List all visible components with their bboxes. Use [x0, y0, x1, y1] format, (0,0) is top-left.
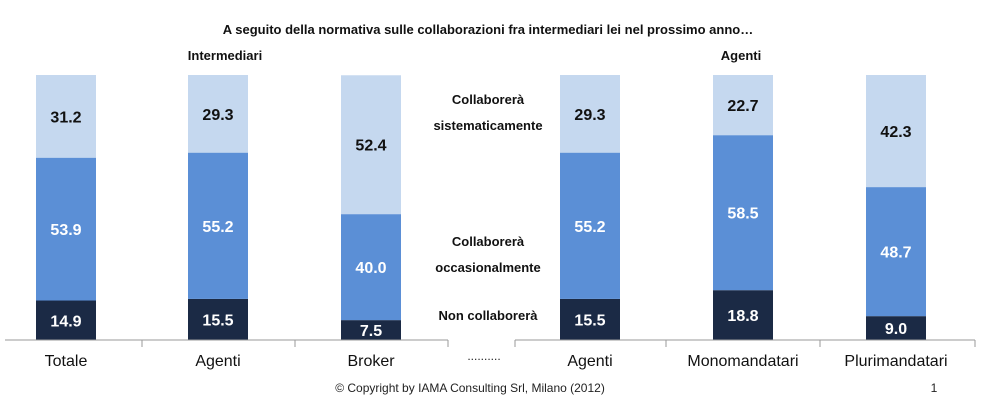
category-label-agenti-2: Agenti: [195, 353, 240, 370]
bar-agenti-2-occasionalmente: [188, 152, 248, 299]
copyright-footer: © Copyright by IAMA Consulting Srl, Mila…: [335, 381, 605, 395]
group-label-intermediari: Intermediari: [188, 48, 262, 63]
bar-monomandatari-5-occasionalmente: [713, 135, 773, 291]
bar-agenti-4-non: [560, 298, 620, 340]
category-label-totale-1: Totale: [45, 353, 88, 370]
data-label-agenti-4-occasionalmente: 55.2: [574, 219, 605, 236]
bar-plurimandatari-6-non: [866, 316, 926, 340]
data-label-broker-3-occasionalmente: 40.0: [355, 260, 386, 277]
bars-layer: 14.9 53.9 31.2 15.5 55.2 29.3 7.5 40.0 52.4 15.5 5…: [36, 75, 926, 340]
category-label-agenti-4: Agenti: [567, 353, 612, 370]
data-label-broker-3-non: 7.5: [360, 323, 382, 340]
axis-separator-dots: ..........: [467, 349, 500, 363]
data-label-monomandatari-5-sistematicamente: 22.7: [727, 98, 758, 115]
data-label-monomandatari-5-non: 18.8: [727, 308, 758, 325]
data-label-agenti-2-sistematicamente: 29.3: [202, 107, 233, 124]
axis-layer: Totale Agenti Broker Agenti Monomandatari Plu…: [5, 339, 976, 370]
data-label-totale-1-occasionalmente: 53.9: [50, 222, 81, 239]
bar-plurimandatari-6-sistematicamente: [866, 75, 926, 188]
legend-sistematicamente-line2: sistematicamente: [433, 118, 542, 133]
data-label-agenti-2-occasionalmente: 55.2: [202, 219, 233, 236]
legend-occasionalmente-line2: occasionalmente: [435, 260, 541, 275]
bar-agenti-2-non: [188, 298, 248, 340]
bar-broker-3-sistematicamente: [341, 75, 401, 215]
legend-occasionalmente-line1: Collaborerà: [452, 234, 525, 249]
data-label-broker-3-sistematicamente: 52.4: [355, 138, 386, 155]
data-label-agenti-2-non: 15.5: [202, 312, 233, 329]
bar-agenti-4-occasionalmente: [560, 152, 620, 299]
bar-agenti-4-sistematicamente: [560, 75, 620, 153]
data-label-monomandatari-5-occasionalmente: 58.5: [727, 206, 758, 223]
bar-totale-1-non: [36, 300, 96, 340]
legend-non-collaborera: Non collaborerà: [439, 308, 539, 323]
data-label-agenti-4-non: 15.5: [574, 312, 605, 329]
bar-broker-3-non: [341, 320, 401, 340]
category-label-monomandatari-5: Monomandatari: [687, 353, 798, 370]
data-label-agenti-4-sistematicamente: 29.3: [574, 107, 605, 124]
bar-monomandatari-5-non: [713, 290, 773, 340]
data-label-plurimandatari-6-sistematicamente: 42.3: [880, 124, 911, 141]
bar-plurimandatari-6-occasionalmente: [866, 187, 926, 317]
page-number: 1: [931, 381, 938, 395]
data-label-plurimandatari-6-non: 9.0: [885, 321, 907, 338]
data-label-plurimandatari-6-occasionalmente: 48.7: [880, 245, 911, 262]
legend-sistematicamente-line1: Collaborerà: [452, 92, 525, 107]
data-label-totale-1-sistematicamente: 31.2: [50, 109, 81, 126]
chart-title: A seguito della normativa sulle collabor…: [223, 22, 753, 37]
bar-monomandatari-5-sistematicamente: [713, 75, 773, 136]
group-label-agenti: Agenti: [721, 48, 761, 63]
bar-broker-3-occasionalmente: [341, 214, 401, 321]
bar-totale-1-occasionalmente: [36, 157, 96, 301]
data-label-totale-1-non: 14.9: [50, 313, 81, 330]
category-label-plurimandatari-6: Plurimandatari: [844, 353, 947, 370]
bar-totale-1-sistematicamente: [36, 75, 96, 158]
category-label-broker-3: Broker: [347, 353, 395, 370]
bar-agenti-2-sistematicamente: [188, 75, 248, 153]
